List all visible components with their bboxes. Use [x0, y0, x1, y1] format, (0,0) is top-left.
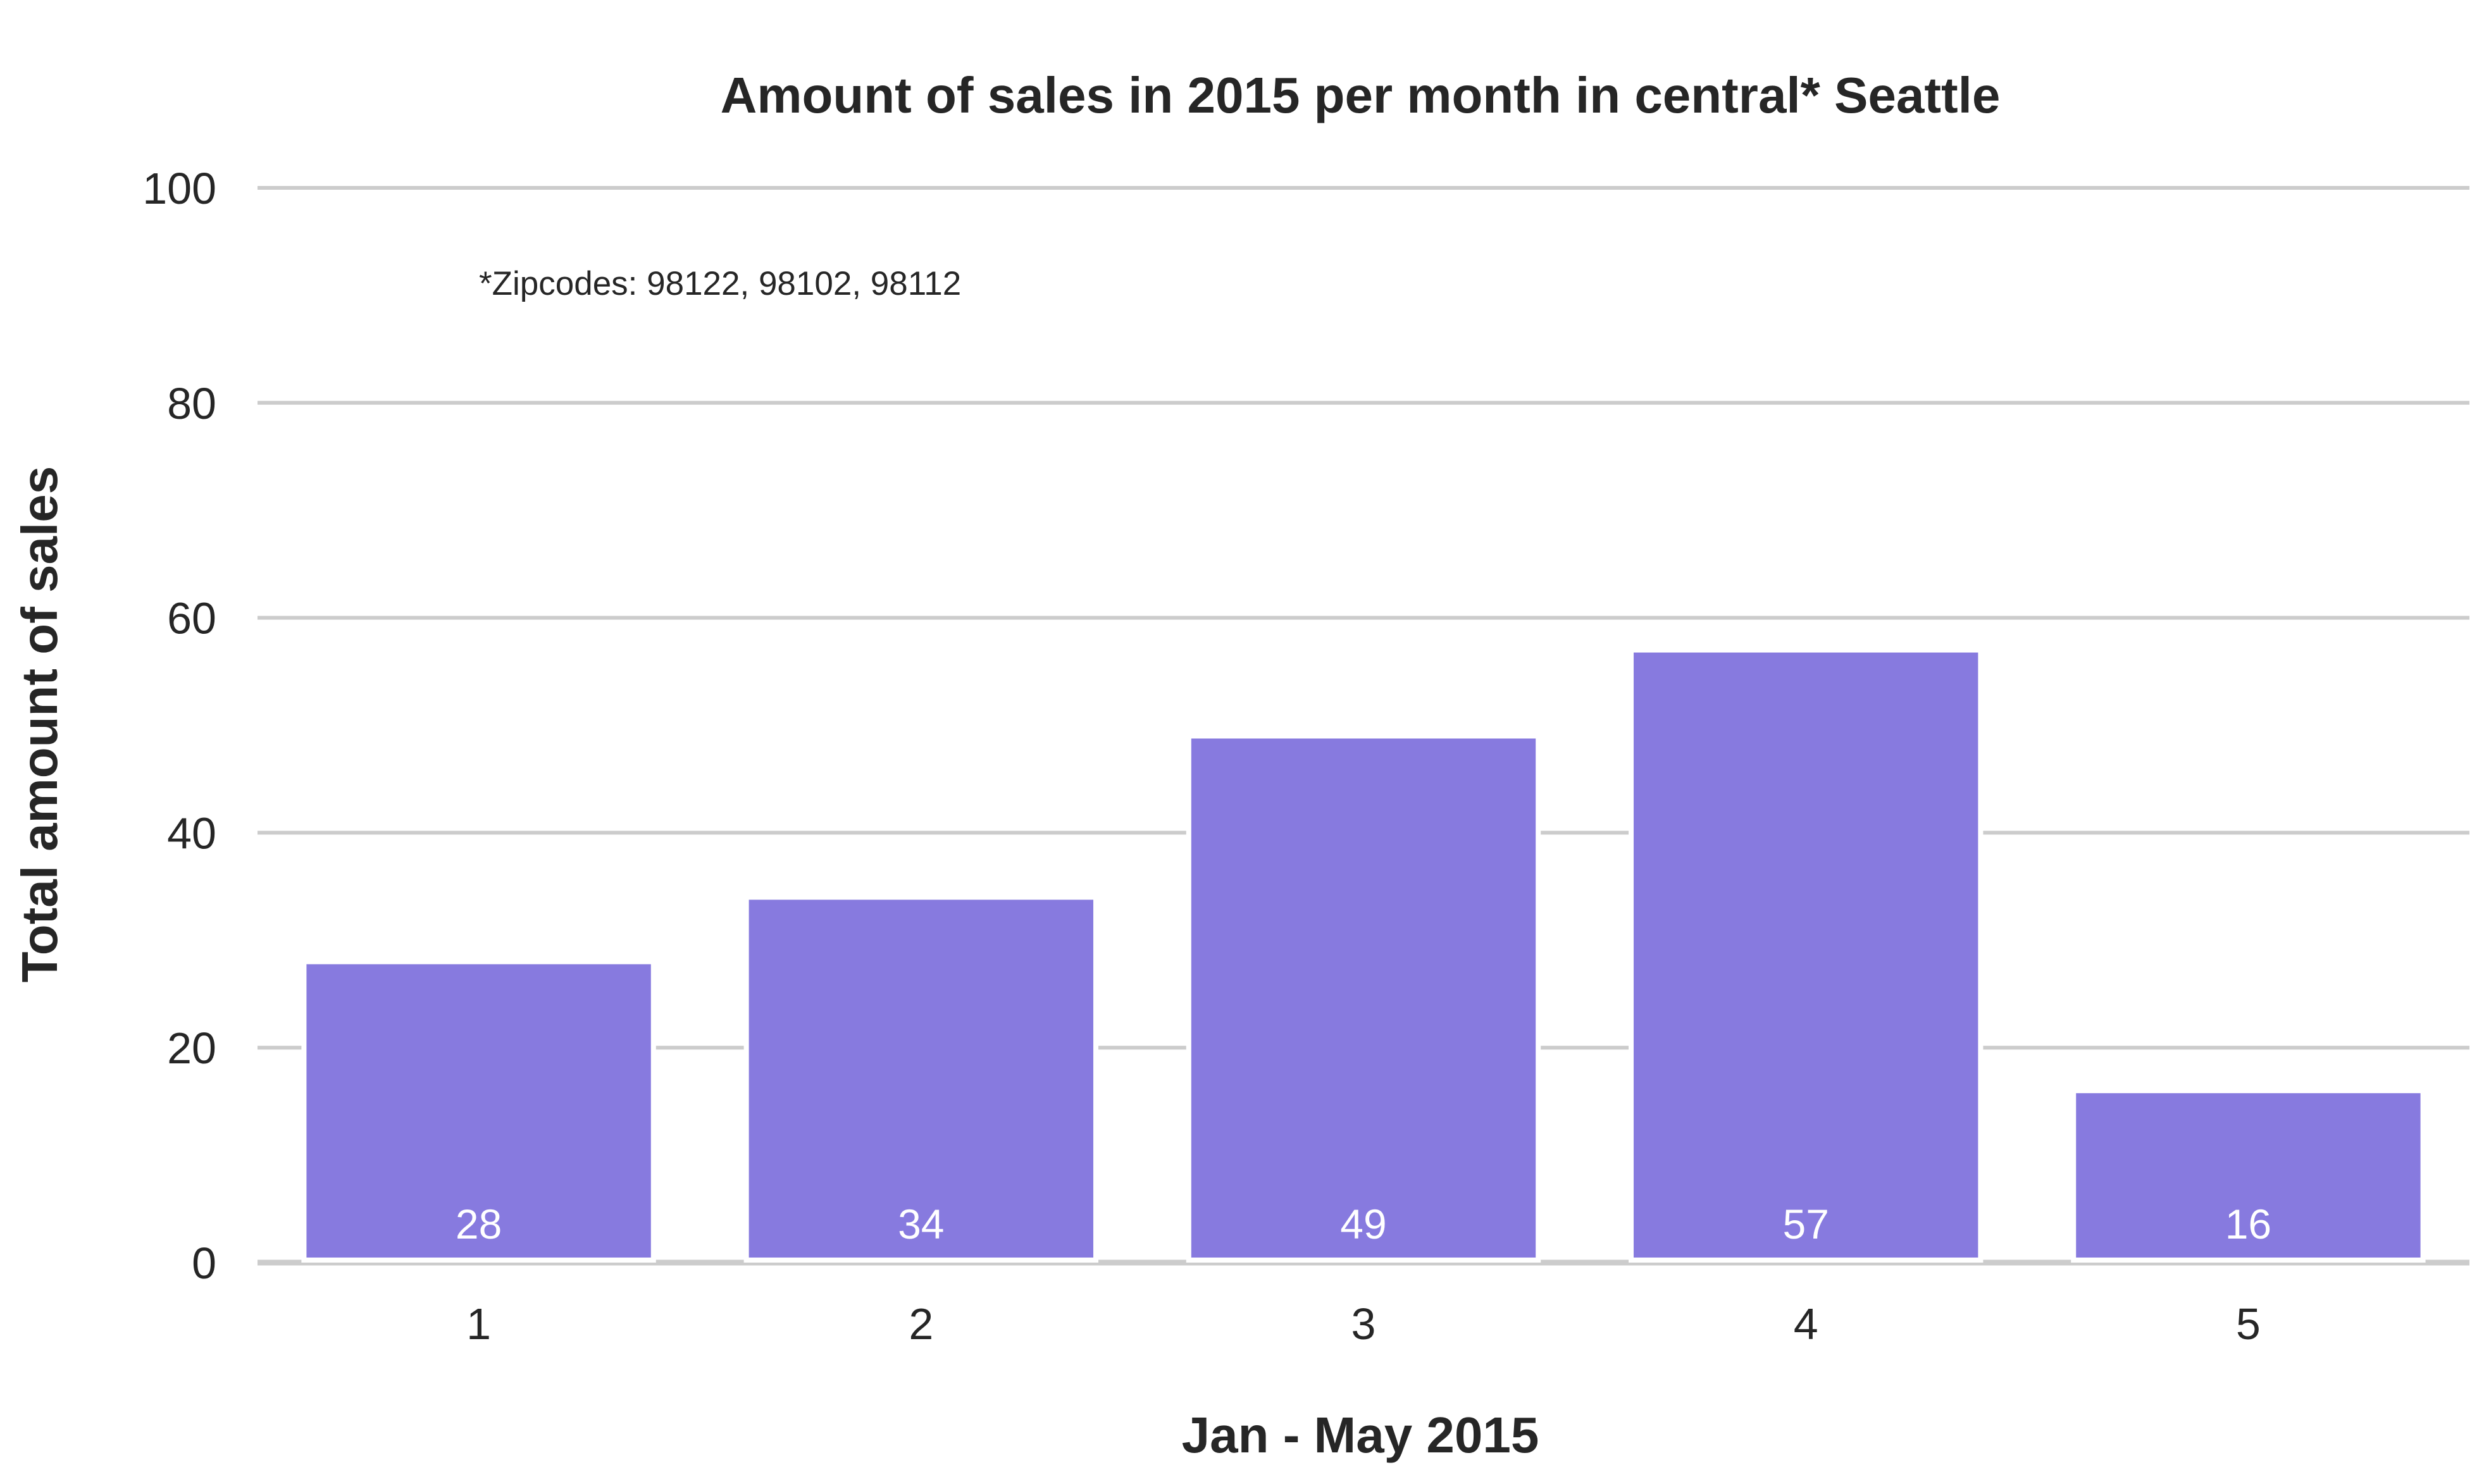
x-axis-label: Jan - May 2015 [1182, 1407, 1539, 1463]
y-tick-labels: 0 20 40 60 80 100 [142, 164, 216, 1288]
bar [301, 959, 656, 1263]
y-tick-label: 40 [167, 808, 216, 858]
y-tick-label: 80 [167, 379, 216, 428]
chart-title: Amount of sales in 2015 per month in cen… [721, 67, 2001, 123]
bars [301, 647, 2426, 1263]
y-tick-label: 20 [167, 1023, 216, 1073]
bar-value-label: 57 [1782, 1201, 1829, 1247]
zipcode-annotation: *Zipcodes: 98122, 98102, 98112 [479, 265, 961, 302]
x-tick-label: 5 [2236, 1299, 2261, 1349]
x-tick-label: 2 [909, 1299, 933, 1349]
x-tick-label: 1 [466, 1299, 491, 1349]
y-axis-label: Total amount of sales [11, 466, 68, 982]
y-tick-label: 100 [142, 164, 216, 213]
y-tick-label: 0 [192, 1239, 216, 1288]
bar-value-label: 49 [1340, 1201, 1386, 1247]
bar-value-labels: 28 34 49 57 16 [456, 1201, 2271, 1247]
bar [2071, 1088, 2426, 1263]
bar [743, 894, 1098, 1263]
bar [1186, 733, 1541, 1263]
x-tick-label: 4 [1794, 1299, 1818, 1349]
x-tick-labels: 1 2 3 4 5 [466, 1299, 2261, 1349]
y-tick-label: 60 [167, 594, 216, 643]
x-tick-label: 3 [1351, 1299, 1376, 1349]
bar-value-label: 34 [898, 1201, 944, 1247]
bar-value-label: 28 [456, 1201, 502, 1247]
bar-value-label: 16 [2225, 1201, 2271, 1247]
bar [1629, 647, 1984, 1263]
